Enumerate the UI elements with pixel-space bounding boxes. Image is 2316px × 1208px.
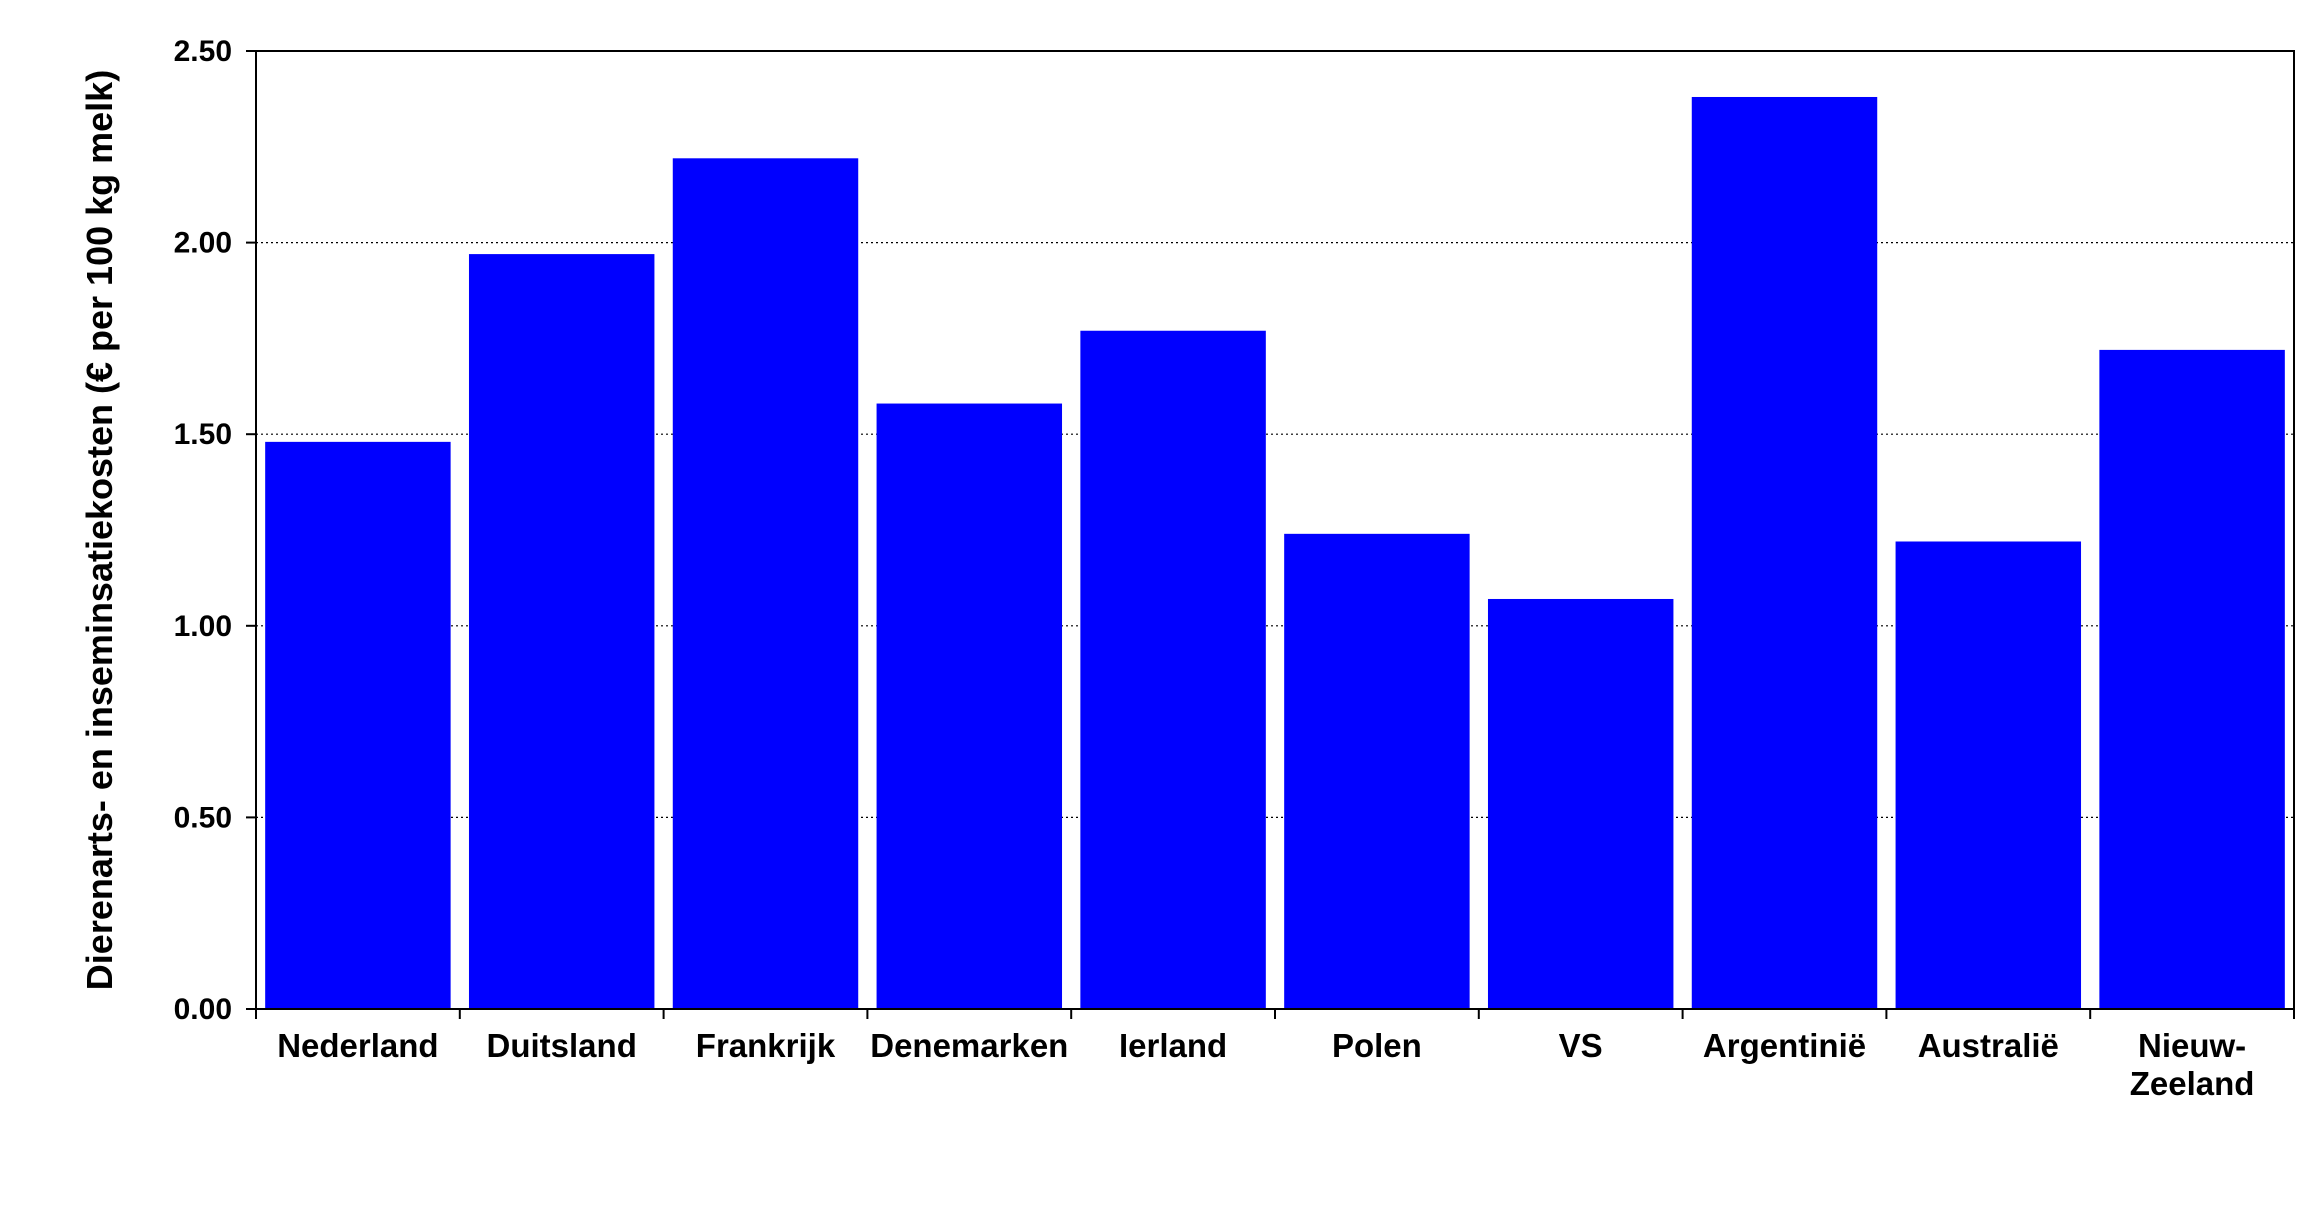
x-category-label: Argentinië	[1703, 1027, 1866, 1064]
x-axis: Nederland Duitsland Frankrijk Denemarken Ier…	[255, 1009, 2295, 1102]
y-tick-label: 2.00	[174, 227, 232, 260]
bar	[1487, 598, 1674, 1009]
y-axis-title: Dierenarts- en inseminsatiekosten (€ per…	[79, 70, 120, 990]
y-tick-label: 1.50	[174, 418, 232, 451]
x-category-label: Nederland	[277, 1027, 438, 1064]
bar	[1080, 330, 1266, 1010]
y-axis: 0.00 0.50 1.00 1.50 2.00 2.50	[174, 35, 256, 1026]
bar	[672, 158, 859, 1009]
bar	[2099, 349, 2285, 1009]
bars	[265, 96, 2285, 1010]
x-category-label: Polen	[1332, 1027, 1422, 1064]
x-category-label: Australië	[1918, 1027, 2059, 1064]
x-category-label: Nieuw-Zeeland	[2130, 1027, 2255, 1102]
bar	[468, 254, 655, 1009]
bar	[265, 441, 451, 1009]
x-category-label: Ierland	[1119, 1027, 1227, 1064]
y-tick-label: 0.00	[174, 993, 232, 1026]
bar	[1691, 96, 1878, 1009]
x-category-label: Duitsland	[487, 1027, 637, 1064]
x-category-label: Denemarken	[870, 1027, 1068, 1064]
y-tick-label: 0.50	[174, 801, 232, 834]
x-category-label: Frankrijk	[696, 1027, 836, 1064]
x-category-label: VS	[1559, 1027, 1603, 1064]
y-tick-label: 2.50	[174, 35, 232, 68]
bar	[876, 403, 1063, 1009]
bar	[1284, 533, 1470, 1009]
bar	[1895, 541, 2082, 1009]
y-tick-label: 1.00	[174, 610, 232, 643]
